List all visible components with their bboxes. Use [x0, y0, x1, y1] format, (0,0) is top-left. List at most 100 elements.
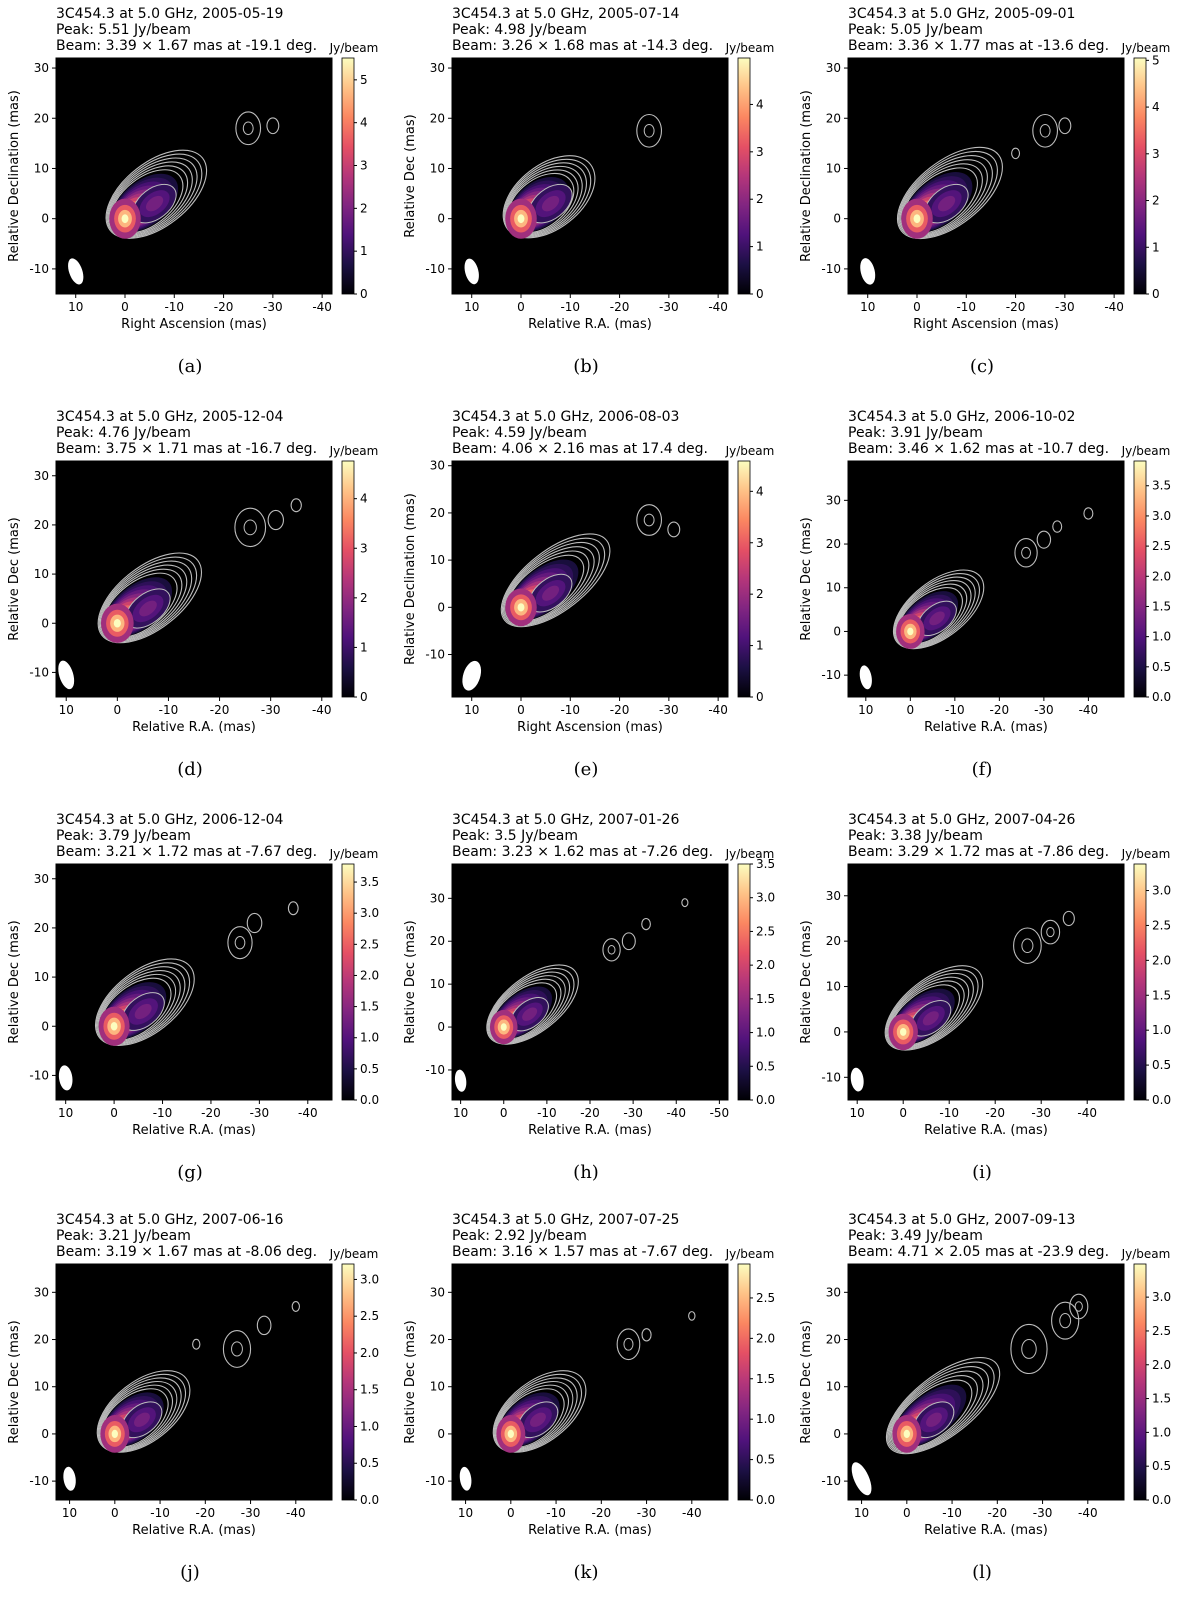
title-line: 3C454.3 at 5.0 GHz, 2005-09-01	[848, 6, 1076, 22]
panel-caption: (d)	[177, 759, 203, 780]
y-tick-label: 20	[430, 506, 445, 520]
colorbar-tick-label: 1.0	[1152, 630, 1171, 644]
colorbar-tick-label: 2.5	[1152, 539, 1171, 553]
x-tick-label: -10	[560, 703, 580, 717]
y-tick-label: 10	[34, 161, 49, 175]
outer-contour	[1052, 520, 1063, 533]
x-tick-label: -10	[537, 1106, 557, 1120]
x-tick-label: 10	[453, 1106, 468, 1120]
colorbar	[341, 863, 355, 1101]
colorbar	[737, 863, 751, 1101]
plot-frame	[847, 460, 1125, 698]
colorbar-tick-label: 3.0	[1152, 1290, 1171, 1304]
outer-contour	[1021, 938, 1034, 953]
map-image	[884, 910, 1075, 1051]
x-tick-label: -20	[1006, 300, 1026, 314]
map-image	[500, 504, 681, 628]
title-line: 3C454.3 at 5.0 GHz, 2006-10-02	[848, 409, 1076, 425]
colorbar-tick-label: 2.0	[360, 968, 379, 982]
colorbar-tick-label: 2.0	[756, 1331, 775, 1345]
panel-caption: (l)	[972, 1562, 992, 1583]
colorbar-tick-label: 0	[756, 287, 764, 301]
outer-contour	[234, 507, 267, 548]
contour-level	[885, 1357, 1001, 1455]
y-tick-label: 0	[437, 212, 445, 226]
colorbar-tick-label: 0.5	[756, 1453, 775, 1467]
y-axis-label: Relative Dec (mas)	[7, 1320, 22, 1443]
panel-title: 3C454.3 at 5.0 GHz, 2007-01-26 Peak: 3.5 …	[452, 812, 713, 860]
jet-knot	[542, 585, 560, 601]
map-svg: 10 0 -10 -20 -30 -40 -10 0 10 20 30 Relative R.A. (…	[7, 1247, 379, 1538]
title-line: Peak: 3.21 Jy/beam	[56, 1228, 191, 1244]
colorbar-tick-label: 4	[756, 97, 764, 111]
title-line: Beam: 4.06 × 2.16 mas at 17.4 deg.	[452, 441, 708, 457]
outer-contour	[681, 898, 689, 908]
outer-contour	[643, 124, 655, 138]
colorbar-tick-label: 0	[360, 690, 368, 704]
panel-a: 3C454.3 at 5.0 GHz, 2005-05-19 Peak: 5.51…	[0, 0, 400, 402]
contour-level	[502, 541, 600, 626]
colorbar	[737, 1263, 751, 1501]
title-line: Beam: 3.29 × 1.72 mas at -7.86 deg.	[848, 844, 1110, 860]
colorbar	[341, 57, 355, 295]
y-tick-label: -10	[425, 1063, 445, 1077]
x-axis-label: Relative R.A. (mas)	[924, 720, 1048, 735]
colorbar	[1133, 1263, 1147, 1501]
x-axis-label: Relative R.A. (mas)	[132, 1123, 256, 1138]
core-emission	[913, 214, 921, 224]
y-tick-label: -10	[821, 1474, 841, 1488]
outer-contour	[621, 932, 636, 951]
colorbar-tick-label: 0.0	[360, 1493, 379, 1507]
outer-contour	[290, 498, 302, 513]
title-line: Beam: 3.21 × 1.72 mas at -7.67 deg.	[56, 844, 318, 860]
colorbar-tick-label: 0	[360, 287, 368, 301]
outer-contour	[688, 1311, 696, 1321]
map-svg: 10 0 -10 -20 -30 -40 -10 0 10 20 30 Relative R.A. (…	[403, 1247, 775, 1538]
colorbar-label: Jy/beam	[329, 1247, 379, 1261]
y-tick-label: 10	[826, 1380, 841, 1394]
y-tick-label: -10	[29, 1068, 49, 1082]
title-line: 3C454.3 at 5.0 GHz, 2005-12-04	[56, 409, 284, 425]
jet-knot	[922, 1011, 939, 1026]
colorbar-tick-label: 3.5	[1152, 479, 1171, 493]
y-tick-label: 10	[430, 161, 445, 175]
x-axis-label: Relative R.A. (mas)	[924, 1123, 1048, 1138]
x-tick-label: -30	[637, 1506, 657, 1520]
colorbar	[737, 57, 751, 295]
y-axis-label: Relative Declination (mas)	[7, 90, 22, 262]
contour-level	[888, 1366, 990, 1453]
panel-caption: (e)	[573, 759, 599, 780]
colorbar-label: Jy/beam	[1121, 41, 1171, 55]
beam-ellipse	[63, 1466, 76, 1491]
y-tick-label: 20	[826, 1333, 841, 1347]
map-image	[885, 1293, 1089, 1455]
colorbar-tick-label: 2.5	[756, 924, 775, 938]
map-image	[94, 901, 299, 1046]
outer-contour	[291, 1301, 300, 1312]
map-background	[848, 58, 1124, 294]
y-tick-label: -10	[821, 1070, 841, 1084]
outer-contour	[1011, 147, 1021, 160]
y-tick-label: 30	[430, 891, 445, 905]
plot-frame	[847, 57, 1125, 295]
x-tick-label: 0	[517, 300, 525, 314]
title-line: Peak: 4.98 Jy/beam	[452, 22, 587, 38]
core-emission	[110, 1021, 118, 1031]
outer-contour	[287, 901, 299, 916]
beam-ellipse	[58, 1065, 73, 1091]
contour-level	[885, 969, 979, 1050]
colorbar-tick-label: 0.0	[1152, 1093, 1171, 1107]
x-tick-label: 10	[858, 703, 873, 717]
outer-contour	[641, 917, 651, 931]
map-svg: 10 0 -10 -20 -30 -40 -10 0 10 20 30 Relative R.A. (…	[799, 444, 1171, 735]
title-line: Beam: 3.36 × 1.77 mas at -13.6 deg.	[848, 38, 1110, 54]
x-tick-label: 10	[458, 1506, 473, 1520]
title-line: Peak: 3.79 Jy/beam	[56, 828, 191, 844]
outer-contour	[602, 938, 621, 962]
contour-level	[890, 1375, 978, 1450]
y-tick-label: 0	[41, 1427, 49, 1441]
y-tick-label: 0	[833, 212, 841, 226]
jet-knot	[541, 195, 560, 212]
